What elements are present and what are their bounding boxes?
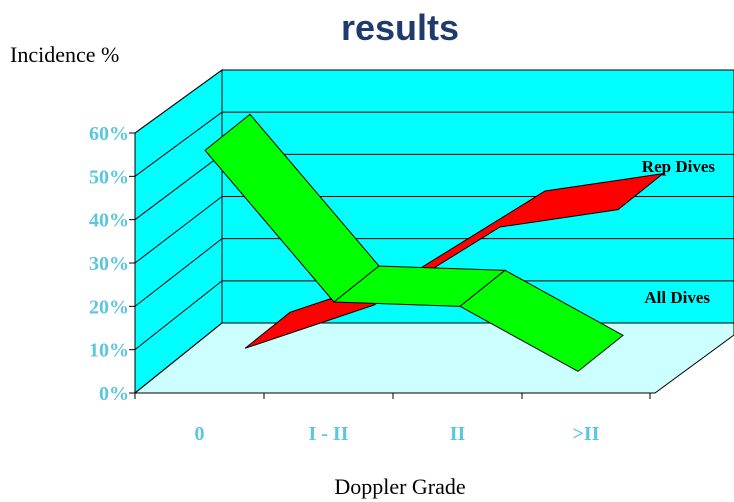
y-tick-label: 50%: [89, 166, 129, 188]
x-tick-label: >II: [573, 423, 600, 445]
x-tick-label: 0: [195, 423, 205, 445]
gridline-side: [134, 111, 223, 177]
floor: [133, 322, 734, 394]
chart-title: results: [341, 7, 459, 48]
y-tick-labels: 0% 10% 20% 30% 40% 50% 60%: [89, 123, 129, 405]
x-axis-title: Doppler Grade: [334, 474, 465, 499]
x-tick-label: I - II: [308, 423, 348, 445]
legend-all-dives: All Dives: [644, 288, 710, 307]
y-axis-title: Incidence %: [10, 42, 119, 67]
y-tick-label: 20%: [89, 296, 129, 318]
gridline-side: [134, 69, 223, 134]
gridline-side: [134, 280, 223, 351]
legend-rep-dives: Rep Dives: [642, 157, 716, 176]
y-tick-label: 0%: [99, 383, 129, 405]
y-tick-label: 30%: [89, 253, 129, 275]
gridline-side: [134, 238, 223, 307]
y-tick-label: 10%: [89, 340, 129, 362]
y-tick-label: 40%: [89, 210, 129, 232]
x-tick-labels: 0 I - II II >II: [134, 392, 655, 445]
gridline-side: [134, 196, 223, 264]
y-tick-label: 60%: [89, 123, 129, 145]
gridline-side: [134, 153, 223, 221]
series-all-dives-segment-2: [459, 269, 624, 372]
series: [204, 113, 665, 372]
x-tick-label: II: [450, 423, 466, 445]
gridline-side: [134, 322, 223, 394]
